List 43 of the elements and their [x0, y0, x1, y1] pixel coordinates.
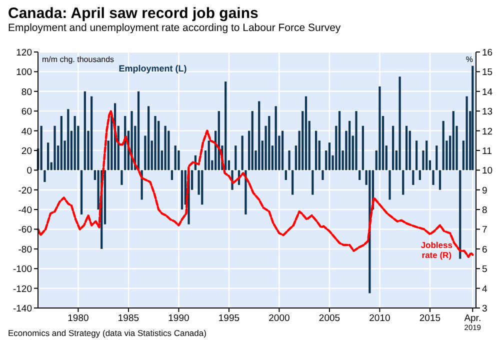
- y-tick-label: 20: [21, 146, 32, 157]
- chart-title: Canada: April saw record job gains: [8, 5, 258, 22]
- chart-subtitle: Employment and unemployment rate according to Labour Force Survey: [8, 22, 342, 34]
- x-tick-label: 2010: [369, 313, 390, 324]
- text: Employment (L): [118, 64, 187, 74]
- y2-tick-label: 4: [482, 284, 488, 295]
- y-tick-label: -120: [12, 284, 32, 295]
- y2-tick-label: 5: [482, 264, 488, 276]
- y-tick-label: 60: [21, 106, 32, 118]
- series-label: Jobless rate (R): [420, 240, 453, 260]
- y-tick-label: 80: [21, 86, 32, 98]
- y2-tick-label: 6: [482, 244, 488, 256]
- x-tick-label: 2000: [268, 313, 290, 324]
- y-tick-label: -140: [12, 304, 32, 314]
- y-tick-label: -20: [18, 185, 32, 196]
- y2-tick-label: 16: [482, 48, 493, 58]
- y2-tick-label: 7: [482, 224, 488, 236]
- y-axis-title: m/m chg. thousands: [42, 55, 114, 64]
- y2-tick-label: 12: [482, 126, 493, 138]
- y2-tick-label: 9: [482, 185, 488, 196]
- y-tick-label: 0: [26, 166, 32, 177]
- x-tick-label: 1985: [118, 313, 140, 324]
- y2-tick-label: 11: [482, 146, 492, 157]
- x-tick-label: 1995: [218, 313, 240, 324]
- y-tick-label: -60: [18, 224, 32, 236]
- y-tick-label: 120: [16, 48, 32, 58]
- y2-axis-title: %: [466, 55, 473, 64]
- y2-tick-label: 10: [482, 166, 493, 177]
- x-tick-label: 2005: [318, 313, 340, 324]
- y-tick-label: -40: [18, 205, 32, 216]
- y2-tick-label: 8: [482, 205, 488, 216]
- y2-tick-label: 14: [482, 86, 493, 98]
- y-tick-label: -80: [18, 244, 32, 256]
- x-tick-label: 1990: [168, 313, 190, 324]
- y2-tick-label: 3: [482, 304, 488, 314]
- y-tick-label: -100: [12, 264, 32, 276]
- x-tick-label: 1980: [68, 313, 89, 324]
- y2-tick-label: 15: [482, 67, 493, 78]
- text: Economics and Strategy (data via Statistics Canada): [8, 328, 207, 338]
- y2-tick-label: 13: [482, 106, 493, 118]
- x-tick-label: 2015: [419, 313, 441, 324]
- y-tick-label: 40: [21, 126, 32, 138]
- y-tick-label: 100: [16, 67, 32, 78]
